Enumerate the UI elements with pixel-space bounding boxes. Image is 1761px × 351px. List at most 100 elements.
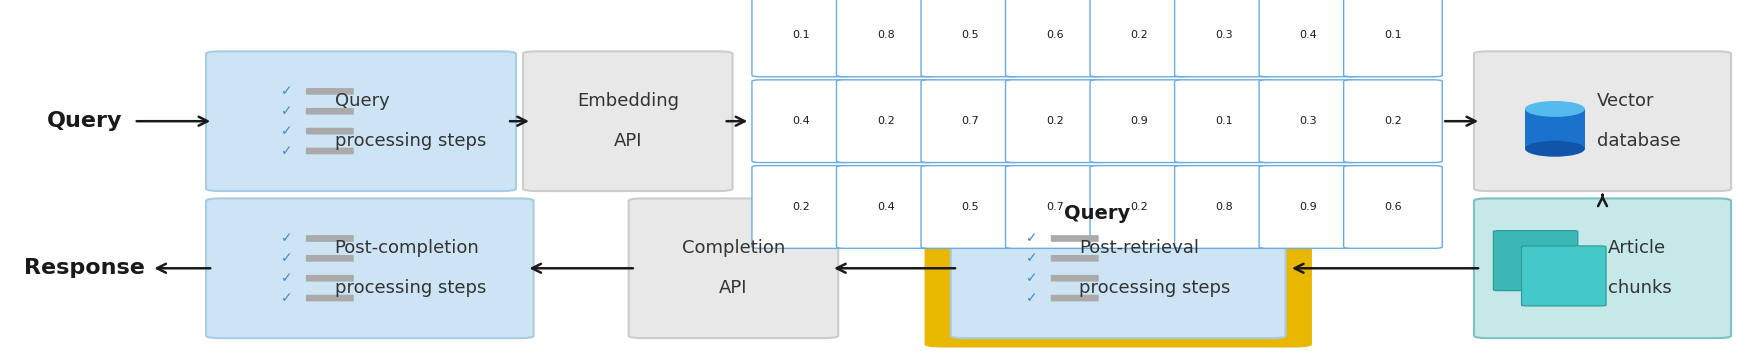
Text: ✓: ✓ xyxy=(1027,271,1037,285)
Text: Post-retrieval: Post-retrieval xyxy=(1079,239,1199,257)
FancyBboxPatch shape xyxy=(1006,0,1104,77)
Text: 0.2: 0.2 xyxy=(877,116,895,126)
FancyBboxPatch shape xyxy=(921,80,1020,163)
Text: Article: Article xyxy=(1608,239,1666,257)
FancyBboxPatch shape xyxy=(1344,166,1442,249)
Text: 0.8: 0.8 xyxy=(877,31,895,40)
Text: 0.2: 0.2 xyxy=(792,202,810,212)
Text: 0.1: 0.1 xyxy=(792,31,810,40)
FancyBboxPatch shape xyxy=(306,148,354,154)
Text: 0.1: 0.1 xyxy=(1384,31,1402,40)
FancyBboxPatch shape xyxy=(836,0,935,77)
FancyBboxPatch shape xyxy=(1051,235,1099,242)
FancyBboxPatch shape xyxy=(752,166,851,249)
Text: ✓: ✓ xyxy=(282,144,292,158)
Text: 0.4: 0.4 xyxy=(1300,31,1317,40)
Text: ✓: ✓ xyxy=(282,232,292,245)
Text: processing steps: processing steps xyxy=(1079,279,1231,297)
Text: 0.2: 0.2 xyxy=(1046,116,1064,126)
FancyBboxPatch shape xyxy=(921,0,1020,77)
FancyBboxPatch shape xyxy=(1522,246,1606,306)
FancyBboxPatch shape xyxy=(306,235,354,242)
FancyBboxPatch shape xyxy=(206,51,516,191)
FancyBboxPatch shape xyxy=(1474,198,1731,338)
Text: 0.6: 0.6 xyxy=(1384,202,1402,212)
Text: 0.5: 0.5 xyxy=(962,31,979,40)
FancyBboxPatch shape xyxy=(1259,80,1358,163)
FancyBboxPatch shape xyxy=(752,80,851,163)
Ellipse shape xyxy=(1525,128,1585,139)
Text: 0.9: 0.9 xyxy=(1131,116,1148,126)
Text: ✓: ✓ xyxy=(1027,232,1037,245)
FancyBboxPatch shape xyxy=(1090,0,1189,77)
Text: 0.7: 0.7 xyxy=(962,116,979,126)
FancyBboxPatch shape xyxy=(925,189,1312,347)
FancyBboxPatch shape xyxy=(1259,166,1358,249)
Text: 0.2: 0.2 xyxy=(1384,116,1402,126)
FancyBboxPatch shape xyxy=(1493,231,1578,291)
Text: Query: Query xyxy=(48,111,122,131)
Text: Query: Query xyxy=(1064,204,1131,223)
FancyBboxPatch shape xyxy=(1051,275,1099,282)
FancyBboxPatch shape xyxy=(1090,80,1189,163)
Text: ✓: ✓ xyxy=(282,251,292,265)
Text: 0.2: 0.2 xyxy=(1131,202,1148,212)
Text: 0.1: 0.1 xyxy=(1215,116,1233,126)
Text: Post-completion: Post-completion xyxy=(335,239,479,257)
FancyBboxPatch shape xyxy=(921,166,1020,249)
Text: 0.9: 0.9 xyxy=(1300,202,1317,212)
FancyBboxPatch shape xyxy=(523,51,733,191)
FancyBboxPatch shape xyxy=(1051,255,1099,262)
FancyBboxPatch shape xyxy=(306,295,354,302)
Text: 0.2: 0.2 xyxy=(1131,31,1148,40)
FancyBboxPatch shape xyxy=(752,0,851,77)
FancyBboxPatch shape xyxy=(306,88,354,95)
FancyBboxPatch shape xyxy=(206,198,534,338)
Text: ✓: ✓ xyxy=(282,124,292,138)
Text: ✓: ✓ xyxy=(1027,251,1037,265)
Text: 0.4: 0.4 xyxy=(792,116,810,126)
FancyBboxPatch shape xyxy=(1175,166,1273,249)
FancyBboxPatch shape xyxy=(1259,0,1358,77)
Text: chunks: chunks xyxy=(1608,279,1671,297)
FancyBboxPatch shape xyxy=(306,275,354,282)
Text: 0.7: 0.7 xyxy=(1046,202,1064,212)
Text: 0.3: 0.3 xyxy=(1215,31,1233,40)
Text: database: database xyxy=(1597,132,1682,150)
FancyBboxPatch shape xyxy=(1474,51,1731,191)
Text: ✓: ✓ xyxy=(1027,291,1037,305)
Text: processing steps: processing steps xyxy=(335,132,486,150)
Text: Vector: Vector xyxy=(1597,92,1655,110)
Text: 0.6: 0.6 xyxy=(1046,31,1064,40)
FancyBboxPatch shape xyxy=(306,108,354,115)
Text: Query: Query xyxy=(335,92,389,110)
Ellipse shape xyxy=(1525,101,1585,117)
FancyBboxPatch shape xyxy=(836,80,935,163)
FancyBboxPatch shape xyxy=(951,198,1286,338)
Text: ✓: ✓ xyxy=(282,271,292,285)
Text: 0.8: 0.8 xyxy=(1215,202,1233,212)
Text: 0.4: 0.4 xyxy=(877,202,895,212)
Text: ✓: ✓ xyxy=(282,104,292,118)
FancyBboxPatch shape xyxy=(1006,166,1104,249)
Text: processing steps: processing steps xyxy=(335,279,486,297)
FancyBboxPatch shape xyxy=(1006,80,1104,163)
Text: ✓: ✓ xyxy=(282,291,292,305)
FancyBboxPatch shape xyxy=(1090,166,1189,249)
Text: 0.3: 0.3 xyxy=(1300,116,1317,126)
Text: API: API xyxy=(613,132,643,150)
Text: API: API xyxy=(718,279,748,297)
FancyBboxPatch shape xyxy=(1344,0,1442,77)
FancyBboxPatch shape xyxy=(1051,295,1099,302)
Text: Completion: Completion xyxy=(682,239,785,257)
FancyBboxPatch shape xyxy=(836,166,935,249)
FancyBboxPatch shape xyxy=(1344,80,1442,163)
Text: 0.5: 0.5 xyxy=(962,202,979,212)
FancyBboxPatch shape xyxy=(1175,0,1273,77)
FancyBboxPatch shape xyxy=(306,128,354,134)
Text: ✓: ✓ xyxy=(282,84,292,98)
FancyBboxPatch shape xyxy=(1175,80,1273,163)
Ellipse shape xyxy=(1525,141,1585,157)
Text: Response: Response xyxy=(25,258,144,278)
FancyBboxPatch shape xyxy=(629,198,838,338)
